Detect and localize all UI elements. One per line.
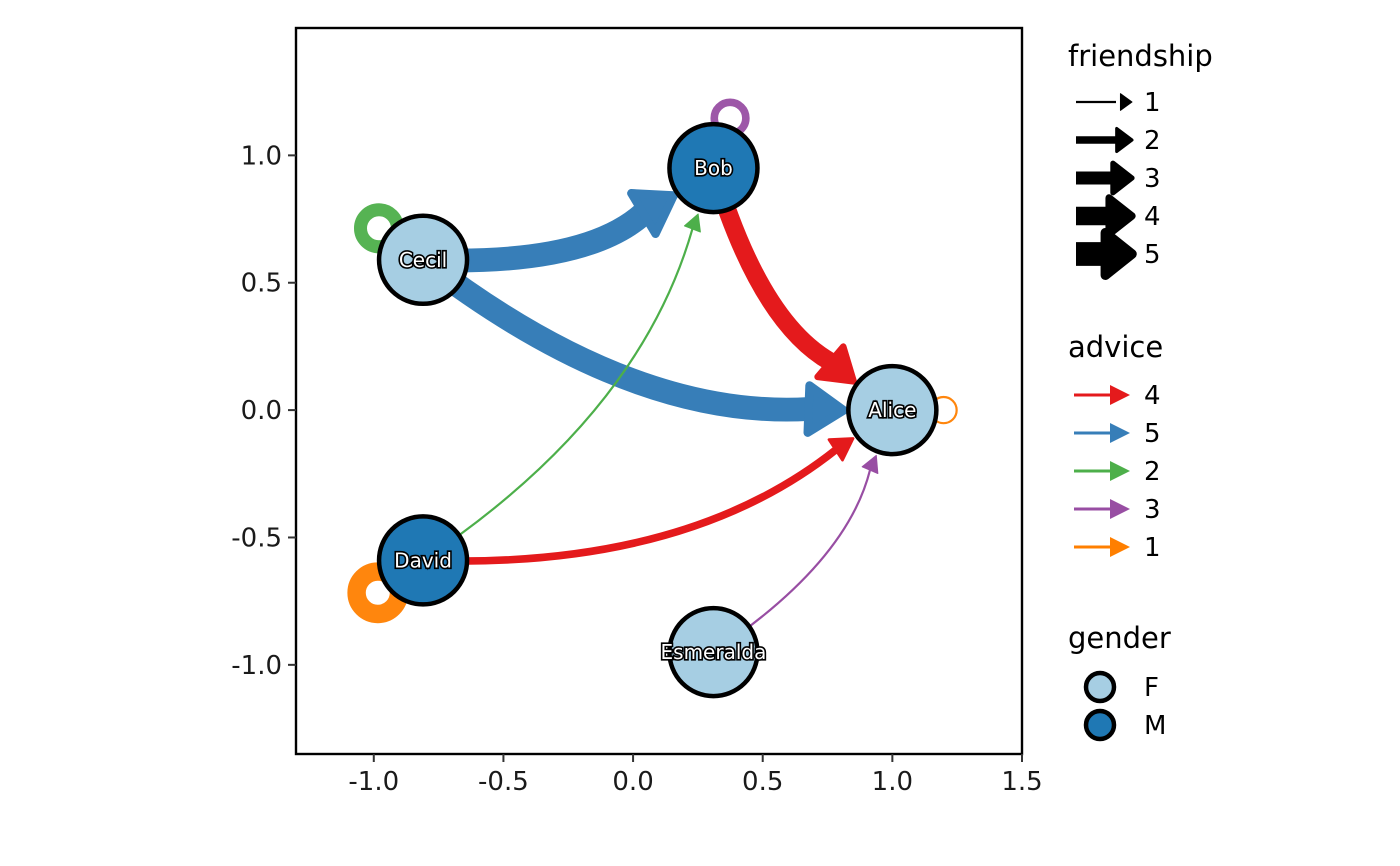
legend-friendship-label: 5 [1144, 240, 1161, 270]
y-tick-label: 0.0 [241, 396, 282, 426]
legend-advice-label: 5 [1144, 419, 1161, 449]
legend-friendship-item: 5 [1076, 227, 1161, 281]
legend-friendship-label: 3 [1144, 164, 1161, 194]
edge-david-to-bob-arrowhead [683, 213, 701, 233]
x-tick-label: -0.5 [478, 767, 529, 797]
legend-advice-arrowhead [1110, 537, 1130, 557]
x-tick-label: 0.5 [742, 767, 783, 797]
y-tick-label: -1.0 [231, 651, 282, 681]
legend-advice-arrowhead [1110, 385, 1130, 405]
y-tick-label: 1.0 [241, 141, 282, 171]
legend-advice: advice 4 5 2 3 1 [1068, 330, 1163, 563]
legend-gender-label: F [1144, 673, 1159, 703]
node-circle [376, 213, 470, 307]
node-label: Cecil [399, 248, 447, 272]
node-esmeralda: Esmeralda [659, 605, 768, 699]
legend-gender-swatch [1083, 708, 1117, 742]
edge-bob-to-alice-arrowhead [814, 343, 857, 385]
node-circle [667, 121, 760, 215]
legend-friendship-arrowhead [1119, 93, 1133, 111]
axes-layer: -1.0 -0.5 0.0 0.5 1.0 1.5 1.0 0.5 0.0 -0.5 -1.0 [231, 141, 1042, 797]
legend-gender-swatch [1083, 670, 1117, 704]
legend-friendship-arrowhead [1105, 194, 1136, 238]
node-label: Bob [694, 156, 733, 180]
legend-friendship-item: 1 [1076, 88, 1161, 118]
node-david: David [376, 514, 470, 607]
node-circle [667, 605, 760, 699]
legend-advice-label: 4 [1144, 381, 1161, 411]
legend-advice-label: 3 [1144, 495, 1161, 525]
legend-advice-item: 1 [1074, 533, 1161, 563]
plot-panel: Alice Bob Cecil David Esmeralda [294, 26, 1024, 756]
node-cecil: Cecil [376, 213, 470, 307]
edge-david-to-alice [419, 446, 840, 565]
node-circle [846, 363, 939, 457]
legend-friendship-item: 4 [1076, 194, 1161, 238]
legend-title-advice: advice [1068, 330, 1163, 364]
legend-advice-item: 3 [1074, 495, 1161, 525]
legend-advice-arrowhead [1110, 461, 1130, 481]
x-tick-label: 0.0 [612, 767, 653, 797]
legend-friendship-arrowhead [1100, 227, 1137, 281]
legend-advice-item: 4 [1074, 381, 1161, 411]
node-label: David [394, 548, 452, 572]
legend-friendship-arrowhead [1110, 160, 1135, 196]
legend-gender-label: M [1144, 711, 1166, 741]
edge-david-to-bob [421, 227, 694, 562]
legend-friendship-label: 4 [1144, 202, 1161, 232]
legend-advice-label: 2 [1144, 457, 1161, 487]
node-circle [376, 514, 470, 607]
legend-advice-label: 1 [1144, 533, 1161, 563]
edge-esmeralda-to-alice-arrowhead [861, 454, 879, 474]
legend-advice-item: 5 [1074, 419, 1161, 449]
legend-friendship-label: 1 [1144, 88, 1161, 118]
node-bob: Bob [667, 121, 760, 215]
legend-advice-arrowhead [1110, 423, 1130, 443]
nodes-layer: Alice Bob Cecil David Esmeralda [376, 121, 939, 699]
legend-friendship-item: 3 [1076, 160, 1161, 196]
legend-title-friendship: friendship [1068, 39, 1213, 73]
legend-advice-item: 2 [1074, 457, 1161, 487]
legend-friendship-arrowhead [1115, 126, 1134, 154]
edge-cecil-to-bob-arrowhead [627, 189, 678, 239]
node-label: Esmeralda [661, 640, 767, 664]
y-tick-label: -0.5 [231, 523, 282, 553]
legend-gender: gender FM [1068, 621, 1171, 742]
legend-gender-item: F [1083, 670, 1159, 704]
edge-cecil-to-alice [411, 247, 821, 422]
legend-friendship-label: 2 [1144, 126, 1161, 156]
legend-advice-arrowhead [1110, 499, 1130, 519]
x-tick-label: -1.0 [348, 767, 399, 797]
legend-title-gender: gender [1068, 621, 1171, 655]
legend-friendship: friendship 1 2 3 4 5 [1068, 39, 1213, 281]
x-tick-label: 1.5 [1001, 767, 1042, 797]
legend-gender-item: M [1083, 708, 1166, 742]
edge-cecil-to-alice-arrowhead [803, 381, 849, 437]
edge-david-to-alice-arrowhead [827, 437, 855, 462]
node-label: Alice [868, 398, 916, 422]
y-tick-label: 0.5 [241, 269, 282, 299]
legend-friendship-item: 2 [1076, 126, 1161, 156]
legend: friendship 1 2 3 4 5 advice 4 5 2 3 1 gender FM [1068, 39, 1213, 742]
x-tick-label: 1.0 [872, 767, 913, 797]
node-alice: Alice [846, 363, 939, 457]
